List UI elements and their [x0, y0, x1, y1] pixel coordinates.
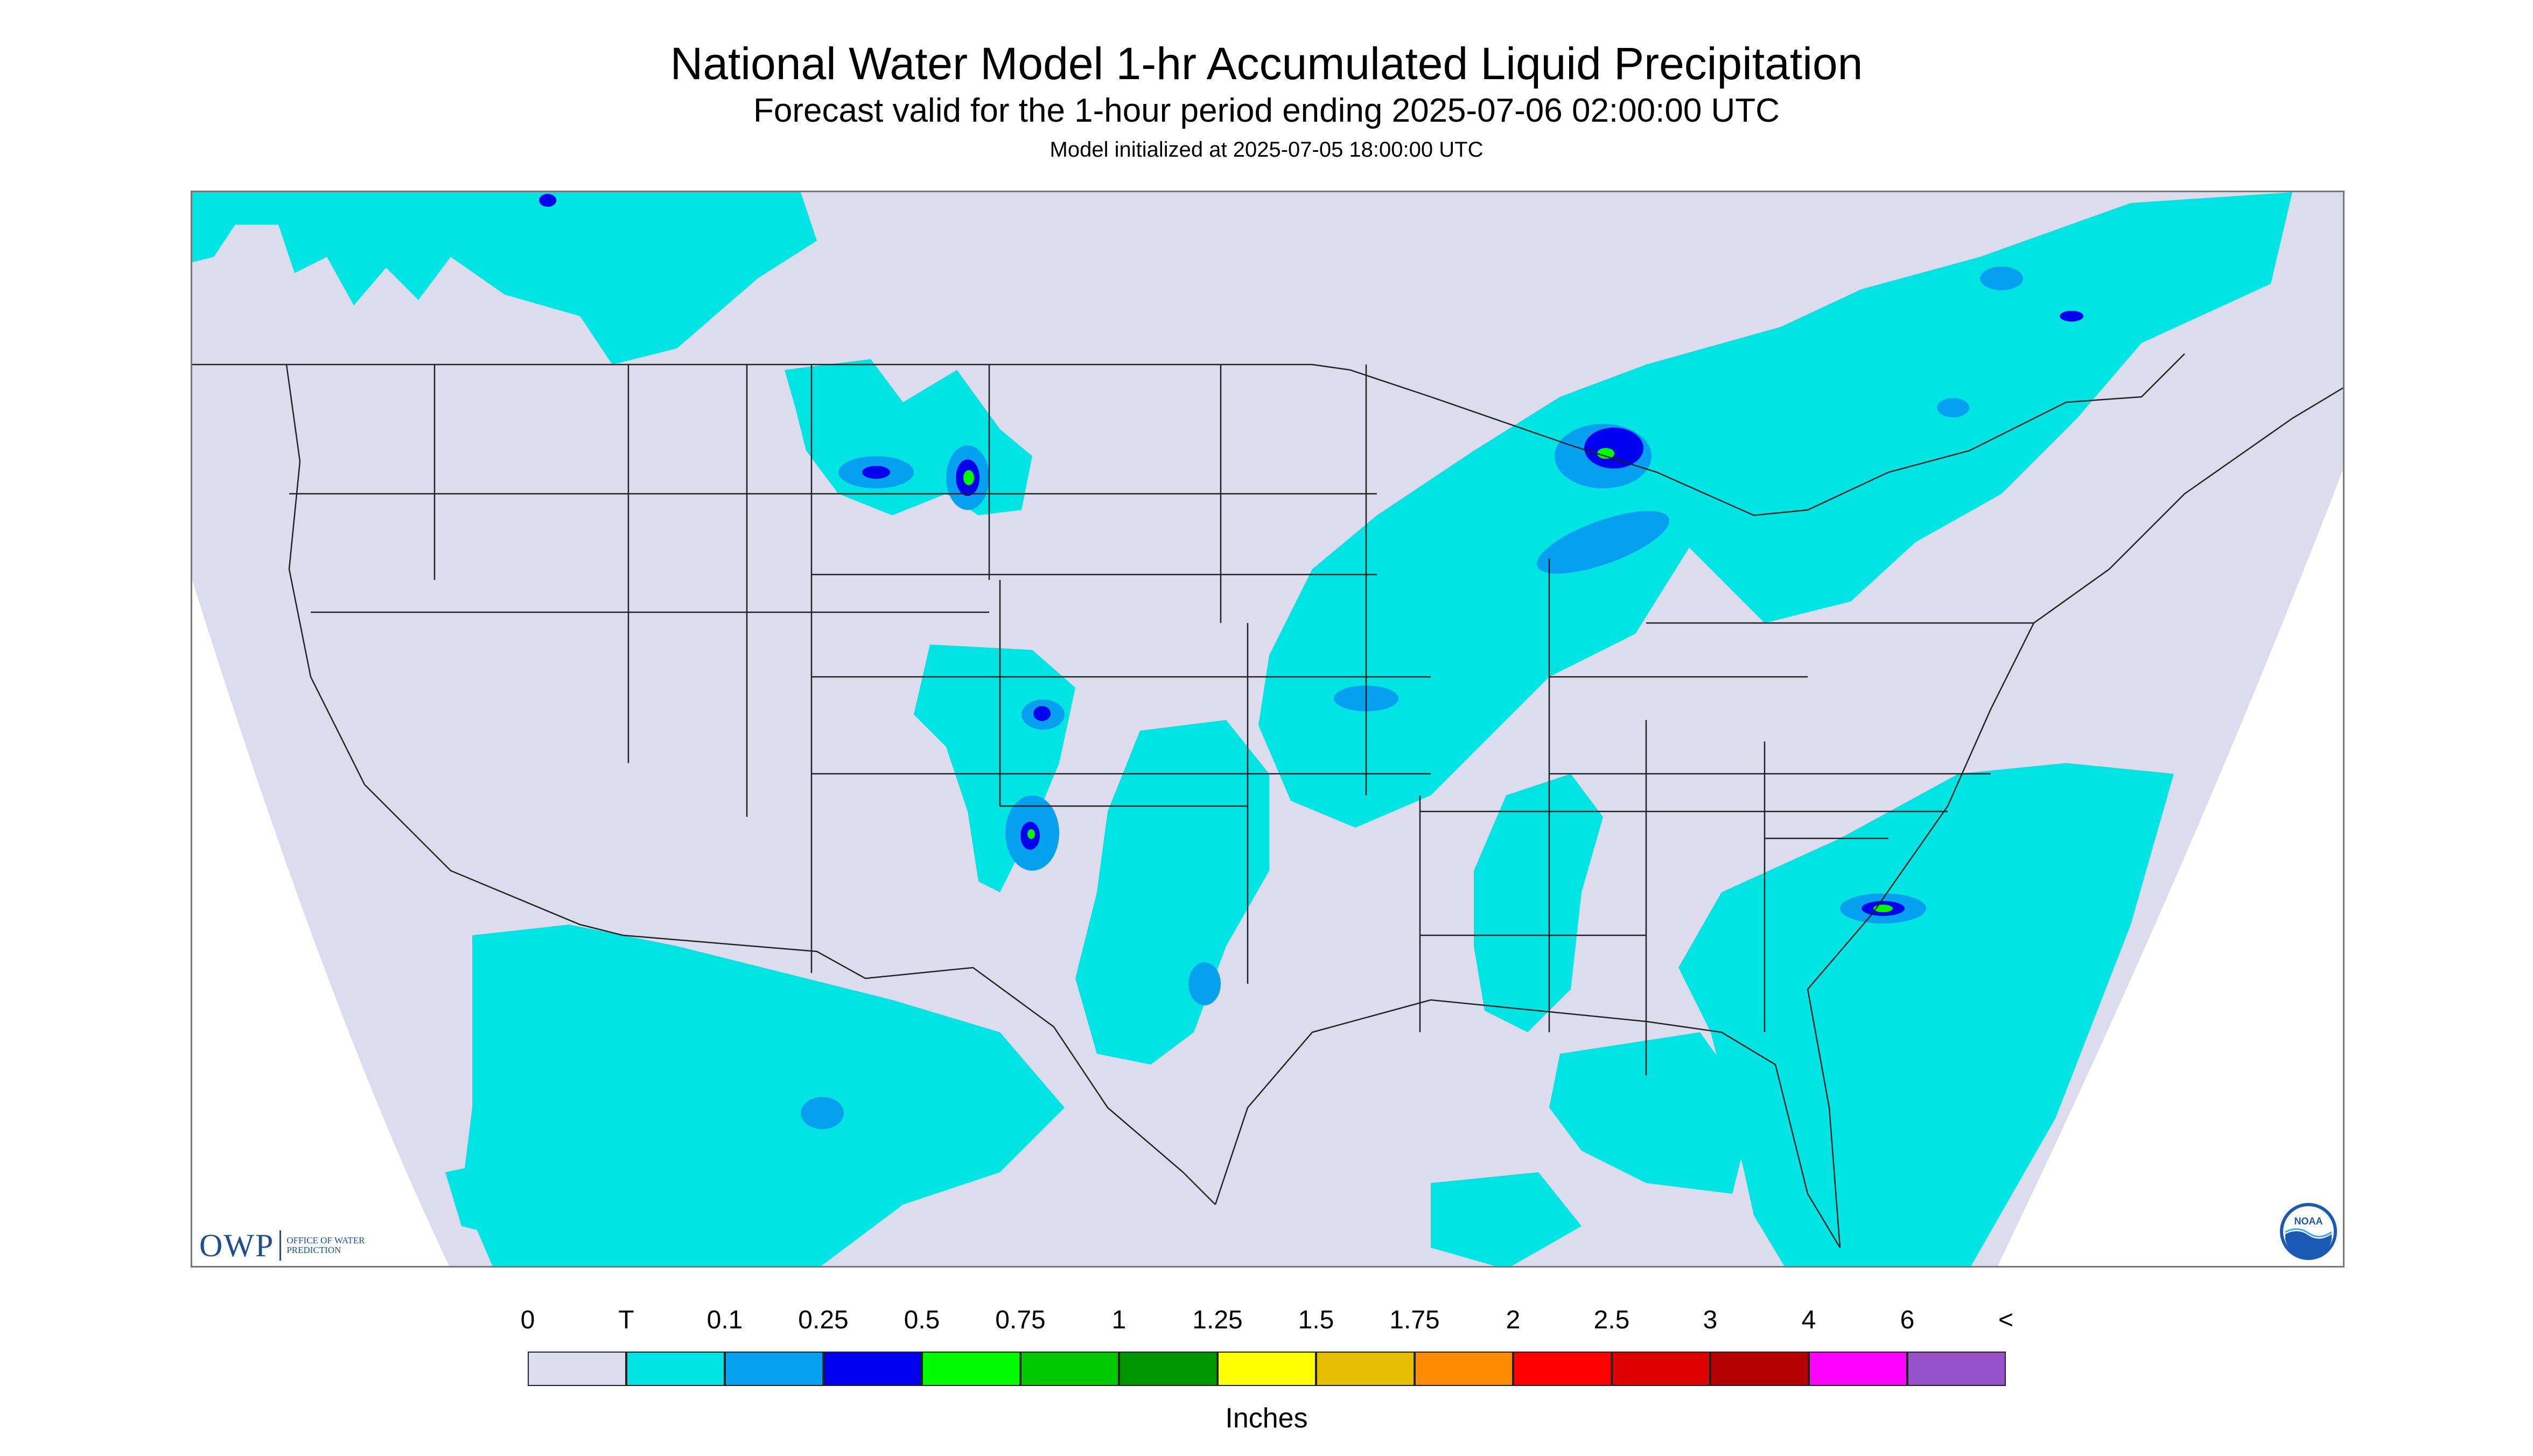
owp-logo-divider — [279, 1230, 282, 1261]
state-lines-horizontal — [289, 493, 2034, 936]
precip-mississippi-valley — [1474, 774, 1603, 1032]
legend-bin-2 — [725, 1352, 823, 1386]
legend-tick-label: 1.5 — [1298, 1306, 1334, 1334]
map-subtitle: Forecast valid for the 1-hour period end… — [753, 92, 1780, 129]
us-mexico-border — [622, 934, 1216, 1205]
legend-tick-label: 3 — [1703, 1306, 1718, 1334]
precip-cell-dakota-peak — [963, 470, 974, 485]
precip-cell-michigan-peak — [1597, 448, 1614, 459]
precip-cell-colorado-core — [1033, 706, 1051, 721]
precip-mexico — [461, 925, 1065, 1266]
precip-gulf-coast — [1549, 1032, 1754, 1194]
owp-logo-letters: OWP — [199, 1227, 275, 1263]
legend-tick-label: 0.5 — [904, 1306, 940, 1334]
precip-cell-quebec-core — [2060, 311, 2083, 321]
precip-southeast-atlantic — [1678, 763, 2174, 1266]
precip-cell-mexico — [801, 1097, 844, 1129]
precip-pacific-offshore — [445, 1151, 591, 1242]
legend-bin-1 — [626, 1352, 725, 1386]
precip-cell-wisconsin — [1537, 510, 1669, 574]
legend-bin-4 — [922, 1352, 1020, 1386]
precip-cell-ontario — [1937, 398, 1969, 417]
state-boundaries — [192, 353, 2343, 1248]
noaa-logo-text: NOAA — [2294, 1216, 2323, 1227]
precipitation-map — [191, 191, 2345, 1268]
precip-cell-canada-core — [539, 194, 556, 207]
legend-bin-7 — [1217, 1352, 1316, 1386]
legend-tick-label: 4 — [1801, 1306, 1816, 1334]
precip-trace-layer — [192, 192, 2292, 1266]
legend-bin-12 — [1710, 1352, 1809, 1386]
legend-tick-label: 2.5 — [1593, 1306, 1630, 1334]
legend-bin-5 — [1020, 1352, 1119, 1386]
precip-great-lakes-canada — [1258, 192, 2292, 828]
legend-bin-8 — [1316, 1352, 1415, 1386]
legend-bin-0 — [528, 1352, 626, 1386]
legend-tick-label: 0.75 — [995, 1306, 1046, 1334]
legend-tick-label: 1.75 — [1389, 1306, 1440, 1334]
legend-bin-13 — [1809, 1352, 1907, 1386]
legend-bin-3 — [823, 1352, 922, 1386]
legend-tick-label: T — [618, 1306, 634, 1334]
legend-tick-label: 0.1 — [706, 1306, 743, 1334]
legend-tick-label: 2 — [1506, 1306, 1521, 1334]
legend-tick-label: 0.25 — [798, 1306, 849, 1334]
precip-pacific-northwest — [192, 192, 817, 365]
us-coastline-atlantic — [1807, 387, 2343, 1248]
us-coastline-west — [285, 364, 624, 936]
precip-cell-newmexico-peak — [1027, 829, 1035, 839]
owp-logo: OWP OFFICE OF WATER PREDICTION — [199, 1221, 367, 1270]
map-title: National Water Model 1-hr Accumulated Li… — [670, 38, 1863, 89]
model-init-note: Model initialized at 2025-07-05 18:00:00… — [1049, 138, 1484, 162]
legend-tick-label: 0 — [520, 1306, 535, 1334]
us-coastline-gulf — [1214, 999, 1841, 1248]
legend-tick-label: 1.25 — [1192, 1306, 1243, 1334]
legend-bin-10 — [1513, 1352, 1612, 1386]
legend-tick-label: < — [1998, 1306, 2014, 1334]
legend-tick-label: 1 — [1111, 1306, 1126, 1334]
precip-cell-montana-core — [862, 466, 890, 479]
state-lines-vertical — [433, 365, 1766, 1075]
precip-cell-texas — [1188, 962, 1221, 1005]
legend-bin-6 — [1119, 1352, 1217, 1386]
map-canvas — [192, 192, 2343, 1266]
noaa-logo: NOAA — [2280, 1203, 2337, 1260]
precip-cell-michigan-core — [1584, 428, 1643, 468]
precip-gulf-offshore — [1431, 1172, 1582, 1266]
precip-cell-quebec — [1980, 267, 2023, 290]
legend-bin-14 — [1907, 1352, 2006, 1386]
owp-logo-subtitle: OFFICE OF WATER PREDICTION — [286, 1235, 365, 1255]
us-canada-border — [192, 353, 2185, 516]
precip-cell-carolina-peak — [1873, 905, 1893, 912]
precip-heavy-layer — [963, 448, 1893, 912]
legend-unit-label: Inches — [1225, 1403, 1308, 1434]
legend-tick-label: 6 — [1900, 1306, 1915, 1334]
legend-bin-11 — [1612, 1352, 1710, 1386]
legend-bin-9 — [1415, 1352, 1513, 1386]
